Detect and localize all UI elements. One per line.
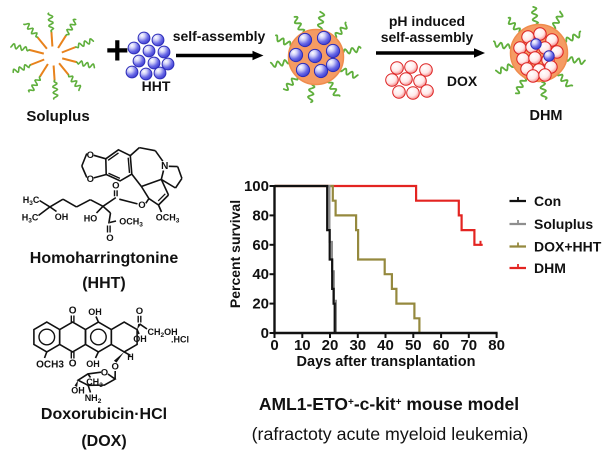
svg-text:OH: OH (71, 385, 85, 395)
svg-text:80: 80 (252, 207, 269, 224)
svg-text:NH2: NH2 (85, 393, 102, 405)
svg-text:50: 50 (405, 337, 422, 354)
svg-text:O: O (112, 361, 119, 372)
svg-text:(DOX): (DOX) (81, 433, 126, 450)
svg-text:Soluplus: Soluplus (26, 108, 89, 125)
svg-text:OCH3: OCH3 (119, 217, 143, 229)
svg-text:O: O (87, 150, 94, 161)
svg-text:10: 10 (294, 337, 311, 354)
svg-text:OCH3: OCH3 (156, 213, 180, 225)
svg-text:AML1-ETO+-c-kit+ mouse model: AML1-ETO+-c-kit+ mouse model (259, 394, 519, 414)
svg-text:20: 20 (322, 337, 339, 354)
svg-text:pH induced: pH induced (389, 13, 465, 29)
svg-text:0: 0 (261, 325, 269, 342)
svg-text:O: O (136, 306, 143, 317)
svg-text:OCH3: OCH3 (36, 360, 64, 371)
svg-text:self-assembly: self-assembly (173, 28, 266, 44)
svg-text:(rafractoty acute myeloid leuk: (rafractoty acute myeloid leukemia) (252, 424, 529, 444)
svg-text:OH: OH (55, 212, 69, 222)
svg-text:OH: OH (88, 307, 102, 317)
svg-text:40: 40 (252, 266, 269, 283)
svg-text:0: 0 (270, 337, 278, 354)
svg-text:H3C: H3C (23, 195, 40, 207)
svg-text:Doxorubicin·HCl: Doxorubicin·HCl (41, 406, 167, 423)
svg-text:N: N (161, 161, 168, 172)
svg-text:O: O (69, 359, 77, 370)
svg-text:100: 100 (244, 178, 269, 195)
svg-text:O: O (106, 233, 113, 244)
svg-text:(HHT): (HHT) (82, 275, 126, 292)
svg-text:Days after transplantation: Days after transplantation (297, 354, 476, 370)
svg-text:H: H (127, 352, 134, 362)
svg-text:DHM: DHM (534, 260, 566, 276)
svg-text:60: 60 (433, 337, 450, 354)
svg-text:OH: OH (86, 359, 100, 369)
svg-text:70: 70 (460, 337, 477, 354)
svg-text:OH: OH (133, 334, 147, 344)
svg-text:DOX: DOX (447, 73, 478, 89)
svg-text:O: O (87, 174, 94, 185)
svg-text:40: 40 (377, 337, 394, 354)
svg-text:30: 30 (349, 337, 366, 354)
svg-text:60: 60 (252, 237, 269, 254)
svg-text:O: O (138, 200, 145, 211)
svg-text:O: O (101, 367, 108, 378)
svg-text:80: 80 (488, 337, 505, 354)
svg-text:DOX+HHT: DOX+HHT (534, 239, 602, 255)
svg-text:self-assembly: self-assembly (381, 29, 474, 45)
svg-text:H3C: H3C (22, 213, 39, 225)
svg-text:CH2OH: CH2OH (148, 327, 178, 339)
svg-text:O: O (69, 306, 77, 317)
svg-text:Percent survival: Percent survival (227, 200, 243, 308)
svg-text:20: 20 (252, 296, 269, 313)
svg-text:DHM: DHM (529, 108, 562, 124)
svg-text:HHT: HHT (142, 78, 171, 94)
svg-text:HO: HO (84, 214, 98, 224)
svg-text:Soluplus: Soluplus (534, 216, 593, 232)
svg-text:Con: Con (534, 193, 561, 209)
svg-text:CH3: CH3 (86, 377, 103, 389)
svg-text:Homoharringtonine: Homoharringtonine (30, 250, 179, 267)
svg-text:O: O (112, 180, 119, 191)
svg-text:.HCl: .HCl (171, 335, 189, 345)
